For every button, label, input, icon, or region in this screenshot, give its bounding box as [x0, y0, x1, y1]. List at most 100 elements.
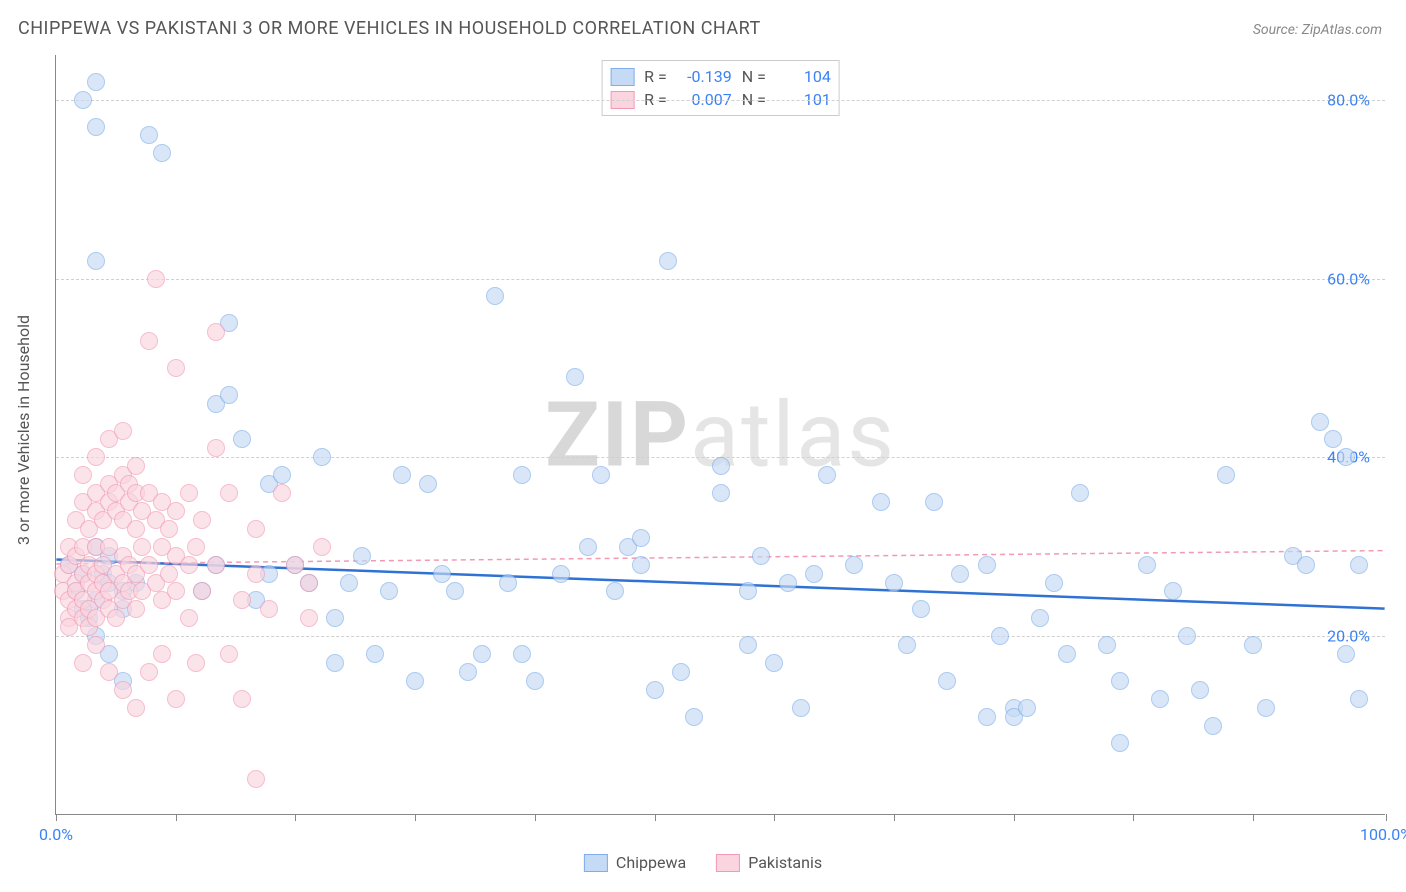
scatter-point-pakistanis [180, 609, 198, 627]
bottom-legend: Chippewa Pakistanis [584, 853, 822, 872]
x-tick [894, 814, 895, 821]
scatter-point-chippewa [925, 493, 943, 511]
scatter-point-pakistanis [74, 654, 92, 672]
scatter-point-chippewa [938, 672, 956, 690]
scatter-point-chippewa [1297, 556, 1315, 574]
scatter-point-chippewa [220, 386, 238, 404]
scatter-point-pakistanis [167, 502, 185, 520]
scatter-point-chippewa [845, 556, 863, 574]
scatter-point-chippewa [712, 484, 730, 502]
scatter-point-chippewa [739, 582, 757, 600]
scatter-point-pakistanis [114, 681, 132, 699]
scatter-point-chippewa [526, 672, 544, 690]
scatter-point-chippewa [473, 645, 491, 663]
scatter-point-chippewa [1257, 699, 1275, 717]
scatter-point-pakistanis [140, 332, 158, 350]
scatter-point-chippewa [153, 144, 171, 162]
scatter-point-pakistanis [207, 323, 225, 341]
scatter-point-chippewa [1191, 681, 1209, 699]
scatter-point-pakistanis [187, 654, 205, 672]
scatter-point-chippewa [1045, 574, 1063, 592]
scatter-point-pakistanis [247, 770, 265, 788]
y-tick-label: 20.0% [1327, 627, 1370, 646]
x-tick [1014, 814, 1015, 821]
x-tick [774, 814, 775, 821]
scatter-point-chippewa [313, 448, 331, 466]
scatter-point-pakistanis [180, 556, 198, 574]
scatter-point-chippewa [87, 73, 105, 91]
scatter-point-chippewa [685, 708, 703, 726]
x-tick [1133, 814, 1134, 821]
scatter-point-chippewa [712, 457, 730, 475]
scatter-point-chippewa [885, 574, 903, 592]
x-tick [1253, 814, 1254, 821]
x-tick [655, 814, 656, 821]
r-value-chippewa: -0.139 [677, 67, 732, 86]
y-axis-label: 3 or more Vehicles in Household [14, 315, 33, 545]
scatter-point-pakistanis [193, 582, 211, 600]
scatter-point-pakistanis [140, 663, 158, 681]
regression-line-pakistanis [56, 551, 1384, 564]
scatter-point-chippewa [912, 600, 930, 618]
scatter-point-chippewa [951, 565, 969, 583]
scatter-point-pakistanis [133, 538, 151, 556]
swatch-chippewa-icon [584, 854, 608, 872]
scatter-point-chippewa [872, 493, 890, 511]
scatter-point-chippewa [1337, 448, 1355, 466]
scatter-point-chippewa [446, 582, 464, 600]
scatter-point-chippewa [1311, 413, 1329, 431]
scatter-point-chippewa [380, 582, 398, 600]
scatter-point-pakistanis [260, 600, 278, 618]
scatter-point-pakistanis [273, 484, 291, 502]
scatter-point-chippewa [765, 654, 783, 672]
scatter-point-chippewa [499, 574, 517, 592]
scatter-point-pakistanis [187, 538, 205, 556]
scatter-point-chippewa [566, 368, 584, 386]
r-label: R = [644, 67, 667, 86]
scatter-point-chippewa [87, 118, 105, 136]
scatter-point-chippewa [393, 466, 411, 484]
scatter-point-chippewa [353, 547, 371, 565]
plot-area: ZIPatlas R = -0.139 N = 104 R = 0.007 N … [55, 55, 1385, 815]
scatter-point-pakistanis [220, 484, 238, 502]
scatter-point-pakistanis [167, 582, 185, 600]
x-tick-label: 0.0% [39, 825, 73, 844]
scatter-point-chippewa [513, 466, 531, 484]
scatter-point-chippewa [1031, 609, 1049, 627]
legend-item-pakistanis: Pakistanis [716, 853, 822, 872]
scatter-point-chippewa [326, 654, 344, 672]
scatter-point-pakistanis [114, 422, 132, 440]
scatter-point-pakistanis [233, 591, 251, 609]
scatter-point-pakistanis [233, 690, 251, 708]
scatter-point-pakistanis [300, 609, 318, 627]
scatter-point-chippewa [87, 252, 105, 270]
stats-legend: R = -0.139 N = 104 R = 0.007 N = 101 [601, 60, 840, 116]
x-tick [1386, 814, 1387, 821]
scatter-point-chippewa [1098, 636, 1116, 654]
scatter-point-pakistanis [300, 574, 318, 592]
scatter-point-chippewa [1151, 690, 1169, 708]
scatter-point-pakistanis [127, 600, 145, 618]
scatter-point-pakistanis [127, 520, 145, 538]
scatter-point-pakistanis [100, 663, 118, 681]
y-tick-label: 80.0% [1327, 90, 1370, 109]
correlation-chart: CHIPPEWA VS PAKISTANI 3 OR MORE VEHICLES… [0, 0, 1406, 892]
x-tick-label: 100.0% [1360, 825, 1406, 844]
scatter-point-pakistanis [140, 556, 158, 574]
gridline [56, 279, 1385, 280]
legend-label-pakistanis: Pakistanis [748, 853, 822, 872]
stats-row-chippewa: R = -0.139 N = 104 [610, 65, 831, 88]
scatter-point-pakistanis [127, 699, 145, 717]
scatter-point-chippewa [779, 574, 797, 592]
n-value-chippewa: 104 [776, 67, 831, 86]
scatter-point-pakistanis [127, 457, 145, 475]
x-tick [535, 814, 536, 821]
x-tick [56, 814, 57, 821]
gridline [56, 100, 1385, 101]
scatter-point-pakistanis [160, 520, 178, 538]
scatter-point-chippewa [486, 287, 504, 305]
scatter-point-chippewa [1071, 484, 1089, 502]
scatter-point-chippewa [1138, 556, 1156, 574]
regression-lines [56, 55, 1385, 814]
scatter-point-chippewa [406, 672, 424, 690]
